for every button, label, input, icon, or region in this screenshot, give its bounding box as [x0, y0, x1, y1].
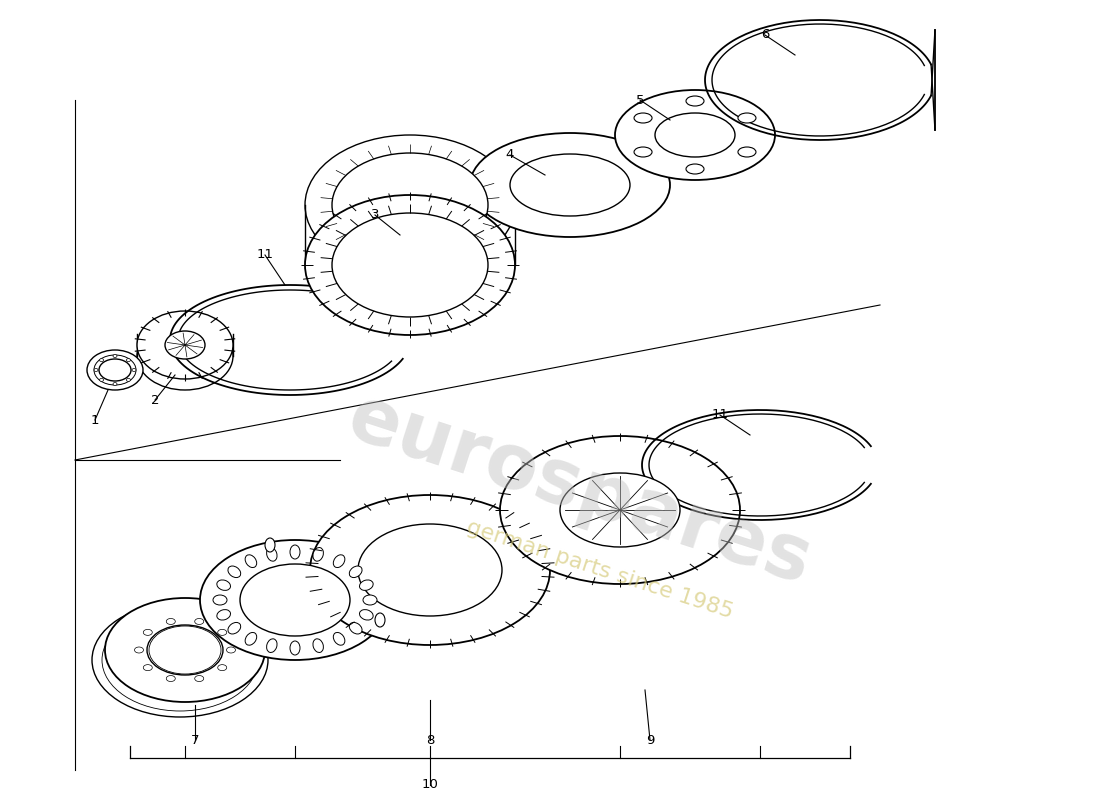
Text: 4: 4 [506, 149, 514, 162]
Ellipse shape [738, 147, 756, 157]
Ellipse shape [305, 135, 515, 275]
Ellipse shape [686, 96, 704, 106]
Ellipse shape [332, 153, 488, 257]
Ellipse shape [138, 322, 233, 390]
Ellipse shape [363, 595, 377, 605]
Ellipse shape [510, 154, 630, 216]
Ellipse shape [147, 625, 223, 675]
Text: 11: 11 [256, 249, 274, 262]
Text: 7: 7 [190, 734, 199, 746]
Ellipse shape [360, 610, 373, 620]
Text: 1: 1 [90, 414, 99, 426]
Ellipse shape [104, 598, 265, 702]
Ellipse shape [265, 538, 275, 552]
Ellipse shape [200, 540, 390, 660]
Ellipse shape [213, 595, 227, 605]
Text: 10: 10 [421, 778, 439, 791]
Ellipse shape [333, 633, 345, 646]
Ellipse shape [634, 147, 652, 157]
Ellipse shape [99, 359, 131, 381]
Ellipse shape [310, 495, 550, 645]
Ellipse shape [738, 113, 756, 123]
Ellipse shape [166, 618, 175, 625]
Ellipse shape [165, 331, 205, 359]
Ellipse shape [686, 164, 704, 174]
Ellipse shape [100, 378, 103, 382]
Text: 6: 6 [761, 29, 769, 42]
Ellipse shape [654, 113, 735, 157]
Text: german parts since 1985: german parts since 1985 [464, 518, 736, 622]
Ellipse shape [218, 630, 227, 635]
Ellipse shape [500, 436, 740, 584]
Ellipse shape [375, 613, 385, 627]
Ellipse shape [245, 554, 256, 567]
Ellipse shape [143, 665, 152, 670]
Ellipse shape [245, 633, 256, 646]
Ellipse shape [350, 566, 362, 578]
Ellipse shape [240, 564, 350, 636]
Ellipse shape [228, 566, 241, 578]
Ellipse shape [615, 90, 776, 180]
Ellipse shape [195, 675, 204, 682]
Ellipse shape [195, 618, 204, 625]
Ellipse shape [266, 547, 277, 561]
Ellipse shape [94, 369, 98, 371]
Text: 5: 5 [636, 94, 645, 106]
Ellipse shape [266, 639, 277, 653]
Ellipse shape [126, 378, 131, 382]
Ellipse shape [228, 622, 241, 634]
Ellipse shape [360, 580, 373, 590]
Ellipse shape [332, 213, 488, 317]
Ellipse shape [100, 358, 103, 362]
Ellipse shape [290, 545, 300, 559]
Text: 11: 11 [712, 409, 728, 422]
Ellipse shape [138, 311, 233, 379]
Ellipse shape [217, 580, 231, 590]
Text: eurospares: eurospares [339, 380, 821, 600]
Ellipse shape [218, 665, 227, 670]
Ellipse shape [358, 524, 502, 616]
Text: 9: 9 [646, 734, 654, 746]
Ellipse shape [560, 473, 680, 547]
Ellipse shape [350, 622, 362, 634]
Ellipse shape [134, 647, 143, 653]
Ellipse shape [314, 547, 323, 561]
Text: 2: 2 [151, 394, 160, 406]
Ellipse shape [113, 382, 117, 386]
Ellipse shape [113, 354, 117, 358]
Ellipse shape [634, 113, 652, 123]
Ellipse shape [305, 195, 515, 335]
Ellipse shape [92, 603, 268, 717]
Ellipse shape [227, 647, 235, 653]
Text: 3: 3 [371, 209, 380, 222]
Ellipse shape [470, 133, 670, 237]
Ellipse shape [290, 641, 300, 655]
Ellipse shape [143, 630, 152, 635]
Ellipse shape [126, 358, 131, 362]
Ellipse shape [217, 610, 231, 620]
Ellipse shape [166, 675, 175, 682]
Text: 8: 8 [426, 734, 434, 746]
Ellipse shape [148, 626, 221, 674]
Ellipse shape [102, 609, 258, 711]
Ellipse shape [132, 369, 136, 371]
Ellipse shape [314, 639, 323, 653]
Ellipse shape [333, 554, 345, 567]
Ellipse shape [87, 350, 143, 390]
